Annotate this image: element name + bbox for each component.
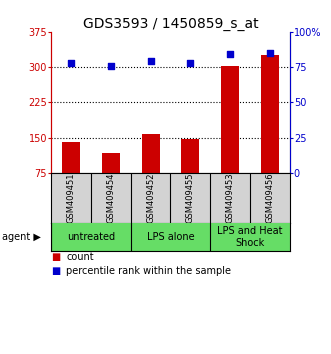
Point <box>148 59 153 64</box>
Point <box>227 52 233 57</box>
Text: GSM409455: GSM409455 <box>186 173 195 223</box>
Text: LPS and Heat
Shock: LPS and Heat Shock <box>217 226 283 248</box>
Text: untreated: untreated <box>67 232 115 242</box>
Text: count: count <box>66 252 94 262</box>
Point <box>69 60 74 66</box>
Text: ■: ■ <box>51 252 61 262</box>
Bar <box>181 138 199 173</box>
Bar <box>62 142 80 173</box>
Point <box>188 60 193 66</box>
Bar <box>261 55 279 173</box>
Text: LPS alone: LPS alone <box>147 232 194 242</box>
Text: percentile rank within the sample: percentile rank within the sample <box>66 266 231 276</box>
Bar <box>142 134 160 173</box>
Text: GSM409456: GSM409456 <box>265 173 274 223</box>
Text: GSM409452: GSM409452 <box>146 173 155 223</box>
Point <box>108 63 114 69</box>
Title: GDS3593 / 1450859_s_at: GDS3593 / 1450859_s_at <box>83 17 258 31</box>
Text: ■: ■ <box>51 266 61 276</box>
Text: GSM409451: GSM409451 <box>67 173 76 223</box>
Bar <box>221 66 239 173</box>
Text: GSM409454: GSM409454 <box>106 173 116 223</box>
Text: agent ▶: agent ▶ <box>2 232 40 242</box>
Point <box>267 50 272 56</box>
Bar <box>102 153 120 173</box>
Text: GSM409453: GSM409453 <box>225 173 235 223</box>
